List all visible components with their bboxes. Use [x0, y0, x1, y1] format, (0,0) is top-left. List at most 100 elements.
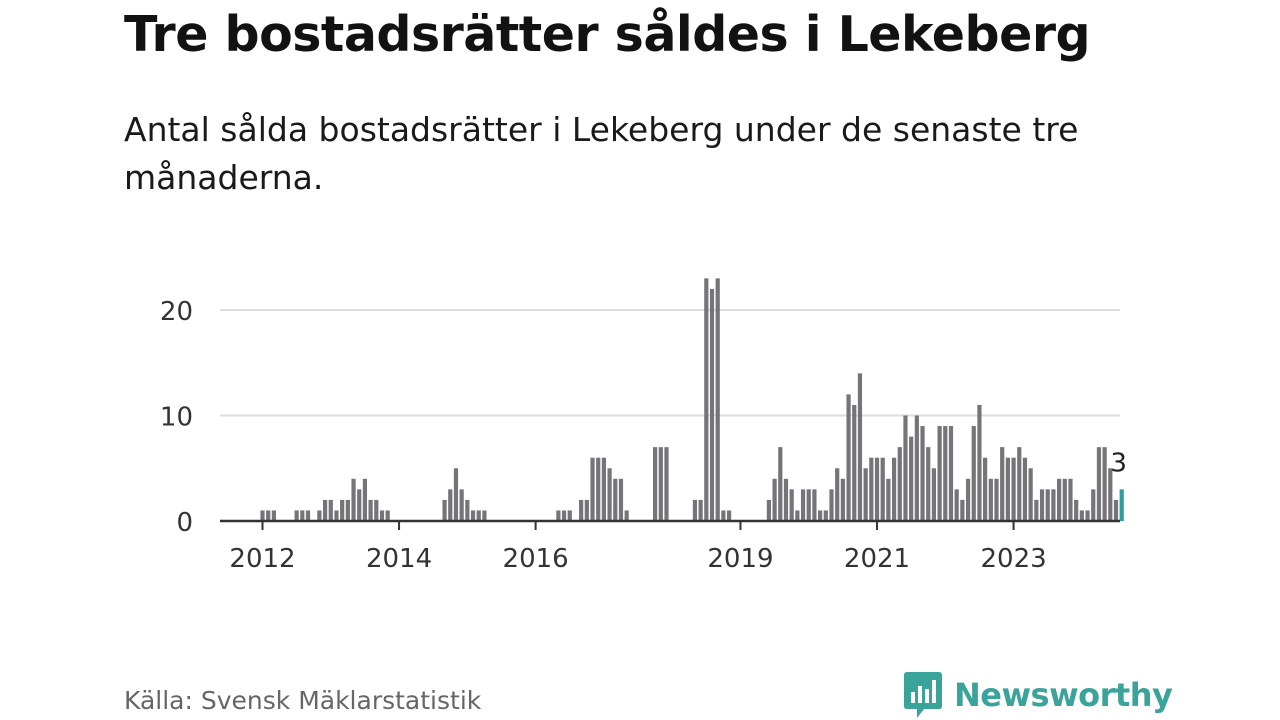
- bar: [453, 468, 459, 521]
- bar: [943, 426, 948, 521]
- bar: [317, 510, 322, 521]
- bar: [1079, 510, 1084, 521]
- bar: [613, 478, 618, 521]
- bar: [362, 478, 368, 521]
- bar: [726, 510, 732, 521]
- bar: [994, 478, 999, 521]
- bar: [812, 489, 817, 521]
- y-tick-label: 10: [160, 403, 193, 433]
- bar-highlight: [1119, 489, 1124, 521]
- bar: [704, 278, 709, 521]
- newsworthy-logo-text: Newsworthy: [954, 676, 1173, 714]
- bar: [891, 457, 897, 521]
- bar: [1022, 457, 1028, 521]
- bar: [829, 489, 834, 521]
- bar: [1062, 478, 1067, 521]
- bar: [715, 278, 720, 521]
- x-tick-label: 2012: [229, 544, 295, 574]
- bar: [988, 478, 993, 521]
- bar: [385, 510, 390, 521]
- bar: [903, 415, 908, 521]
- bar: [260, 510, 265, 521]
- bar: [818, 510, 823, 521]
- bar: [1102, 447, 1107, 521]
- bar: [300, 510, 305, 521]
- bar: [322, 499, 328, 521]
- bar: [1074, 499, 1079, 521]
- bar: [721, 510, 726, 521]
- bar: [448, 489, 453, 521]
- bar: [806, 489, 811, 521]
- bar: [869, 457, 874, 521]
- y-tick-label: 20: [160, 297, 193, 327]
- bar: [328, 499, 333, 521]
- bar: [965, 478, 971, 521]
- bar: [948, 426, 954, 521]
- newsworthy-logo-icon: [904, 672, 942, 718]
- bar: [857, 373, 863, 521]
- bar: [1034, 499, 1039, 521]
- bar: [442, 499, 447, 521]
- bar: [778, 447, 783, 521]
- bar: [698, 499, 703, 521]
- bar: [1028, 468, 1033, 521]
- bar: [664, 447, 669, 521]
- bar: [305, 510, 311, 521]
- bar: [340, 499, 345, 521]
- bar: [954, 489, 959, 521]
- bar: [920, 426, 925, 521]
- bar: [800, 489, 806, 521]
- bar: [931, 468, 937, 521]
- bar: [914, 415, 919, 521]
- bar: [772, 478, 777, 521]
- bar: [1039, 489, 1045, 521]
- bar: [379, 510, 385, 521]
- bar: [482, 510, 487, 521]
- newsworthy-logo: Newsworthy: [902, 670, 1173, 720]
- chart-subtitle: Antal sålda bostadsrätter i Lekeberg und…: [124, 110, 1079, 197]
- bar: [601, 457, 606, 521]
- bar: [1091, 489, 1096, 521]
- bar: [1017, 447, 1022, 521]
- bar: [607, 468, 612, 521]
- bar: [880, 457, 885, 521]
- bar: [618, 478, 624, 521]
- bar: [294, 510, 299, 521]
- bar: [1085, 510, 1090, 521]
- bar: [465, 499, 470, 521]
- bar: [840, 478, 845, 521]
- x-tick-label: 2021: [844, 544, 910, 574]
- bar: [709, 288, 715, 521]
- bar: [374, 499, 379, 521]
- bar: [823, 510, 828, 521]
- bar: [1051, 489, 1056, 521]
- bar: [783, 478, 789, 521]
- bar: [692, 499, 698, 521]
- bar: [470, 510, 476, 521]
- bar: [579, 499, 584, 521]
- chart-title: Tre bostadsrätter såldes i Lekeberg: [124, 6, 1091, 63]
- bar: [658, 447, 663, 521]
- bar: [874, 457, 880, 521]
- bar: [926, 447, 931, 521]
- bar: [977, 404, 982, 521]
- bar: [795, 510, 800, 521]
- bar: [556, 510, 561, 521]
- y-tick-label: 0: [176, 508, 193, 538]
- bar: [266, 510, 271, 521]
- bar: [1068, 478, 1073, 521]
- x-tick-label: 2016: [503, 544, 569, 574]
- bar: [1011, 457, 1016, 521]
- source-note: Källa: Svensk Mäklarstatistik: [124, 686, 482, 715]
- bar: [886, 478, 891, 521]
- bar: [1057, 478, 1062, 521]
- bar: [835, 468, 840, 521]
- bar: [653, 447, 658, 521]
- bar: [971, 426, 976, 521]
- x-tick-label: 2014: [366, 544, 432, 574]
- bar: [345, 499, 350, 521]
- bar: [476, 510, 481, 521]
- bar: [937, 426, 942, 521]
- bar: [567, 510, 572, 521]
- bar: [789, 489, 794, 521]
